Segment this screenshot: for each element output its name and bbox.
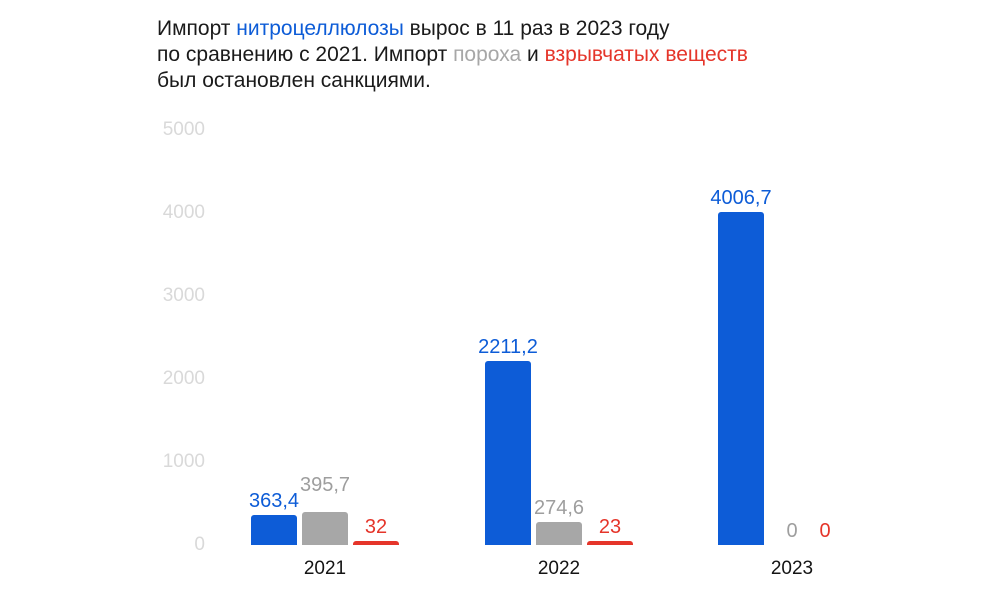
y-tick-4000: 4000 xyxy=(162,202,205,223)
y-tick-2000: 2000 xyxy=(162,368,205,389)
value-label-gunpowder-2021: 395,7 xyxy=(299,474,351,496)
title-segment-blue: нитроцеллюлозы xyxy=(236,17,404,40)
y-tick-1000: 1000 xyxy=(162,451,205,472)
x-axis-label-2023: 2023 xyxy=(770,558,814,579)
y-tick-0: 0 xyxy=(194,534,205,555)
y-axis: 5000 4000 3000 2000 1000 0 xyxy=(100,0,205,600)
title-segment-black: вырос в 11 раз в 2023 году по сравнению … xyxy=(157,17,670,66)
value-label-explosives-2021: 32 xyxy=(364,516,388,538)
bar-nitrocellulose-2022 xyxy=(485,361,531,545)
title-segment-black: был остановлен санкциями. xyxy=(157,69,431,92)
x-axis-label-2021: 2021 xyxy=(303,558,347,579)
value-label-gunpowder-2022: 274,6 xyxy=(533,497,585,519)
value-label-nitrocellulose-2021: 363,4 xyxy=(248,490,300,512)
y-tick-5000: 5000 xyxy=(162,119,205,140)
value-label-explosives-2023: 0 xyxy=(819,520,831,542)
value-label-nitrocellulose-2022: 2211,2 xyxy=(478,336,538,358)
bar-gunpowder-2021 xyxy=(302,512,348,545)
value-label-gunpowder-2023: 0 xyxy=(786,520,798,542)
value-label-explosives-2022: 23 xyxy=(598,516,622,538)
chart-title: Импорт нитроцеллюлозы вырос в 11 раз в 2… xyxy=(157,16,817,94)
title-segment-gray: пороха xyxy=(453,43,522,66)
value-label-nitrocellulose-2023: 4006,7 xyxy=(710,187,772,209)
bar-gunpowder-2022 xyxy=(536,522,582,545)
bar-explosives-2022 xyxy=(587,541,633,545)
title-segment-black: Импорт xyxy=(157,17,237,40)
bar-explosives-2021 xyxy=(353,541,399,545)
title-segment-red: взрывчатых веществ xyxy=(544,43,748,66)
bar-nitrocellulose-2021 xyxy=(251,515,297,545)
bar-nitrocellulose-2023 xyxy=(718,212,764,545)
x-axis-label-2022: 2022 xyxy=(537,558,581,579)
y-tick-3000: 3000 xyxy=(162,285,205,306)
title-segment-black: и xyxy=(521,43,545,66)
